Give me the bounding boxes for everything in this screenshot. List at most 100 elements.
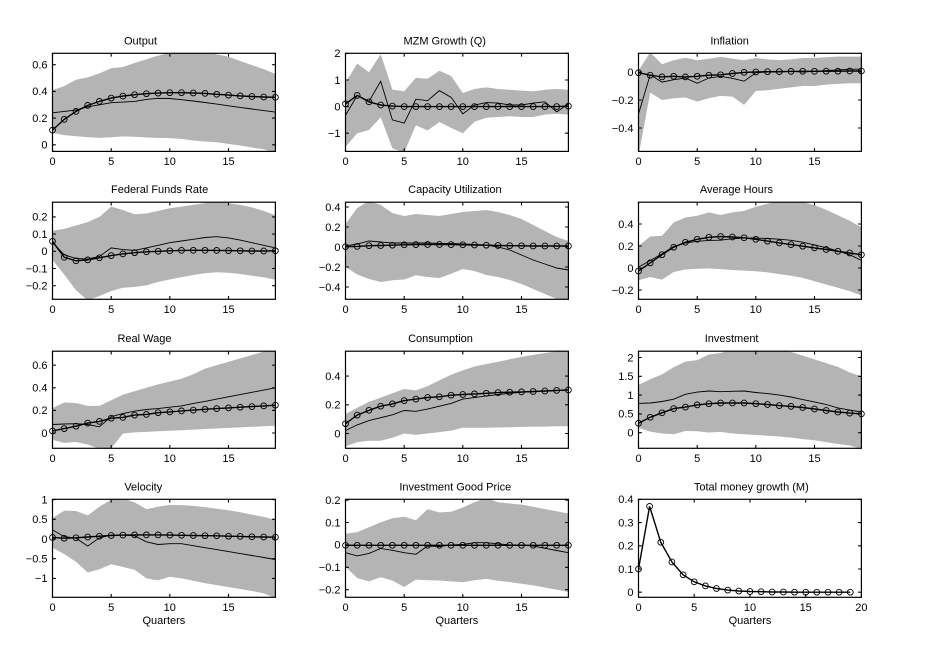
- svg-text:0.1: 0.1: [325, 517, 340, 529]
- svg-text:10: 10: [164, 304, 176, 316]
- svg-text:1: 1: [627, 390, 633, 402]
- svg-text:0: 0: [342, 453, 348, 465]
- svg-text:0.2: 0.2: [618, 541, 633, 553]
- svg-text:Quarters: Quarters: [143, 615, 186, 627]
- svg-text:0.4: 0.4: [32, 86, 47, 98]
- svg-text:10: 10: [164, 602, 176, 614]
- svg-text:Real Wage: Real Wage: [117, 333, 171, 345]
- svg-text:15: 15: [222, 156, 234, 168]
- svg-text:5: 5: [108, 453, 114, 465]
- svg-text:15: 15: [515, 602, 527, 614]
- svg-text:Output: Output: [124, 35, 157, 47]
- svg-text:Capacity Utilization: Capacity Utilization: [408, 184, 502, 196]
- svg-text:0.2: 0.2: [32, 212, 47, 224]
- svg-text:0.2: 0.2: [32, 113, 47, 125]
- svg-text:0: 0: [41, 246, 47, 258]
- svg-text:15: 15: [515, 156, 527, 168]
- svg-text:1: 1: [41, 494, 47, 506]
- svg-text:0: 0: [635, 453, 641, 465]
- svg-text:0: 0: [49, 602, 55, 614]
- svg-text:−0.2: −0.2: [319, 585, 341, 597]
- svg-text:10: 10: [750, 156, 762, 168]
- svg-text:10: 10: [750, 453, 762, 465]
- svg-text:Velocity: Velocity: [124, 481, 162, 493]
- svg-text:0: 0: [334, 101, 340, 113]
- svg-text:Total money growth (M): Total money growth (M): [694, 481, 809, 493]
- svg-text:15: 15: [800, 602, 812, 614]
- svg-text:15: 15: [808, 453, 820, 465]
- svg-text:20: 20: [855, 602, 867, 614]
- svg-text:0.1: 0.1: [618, 564, 633, 576]
- svg-text:10: 10: [457, 156, 469, 168]
- svg-text:0: 0: [627, 587, 633, 599]
- svg-text:15: 15: [515, 304, 527, 316]
- svg-text:2: 2: [334, 48, 340, 60]
- svg-text:0.4: 0.4: [618, 219, 633, 231]
- svg-text:−0.1: −0.1: [319, 562, 341, 574]
- svg-text:0: 0: [41, 140, 47, 152]
- svg-text:−1: −1: [328, 128, 341, 140]
- svg-text:0: 0: [49, 453, 55, 465]
- svg-text:1: 1: [334, 75, 340, 87]
- svg-text:5: 5: [401, 156, 407, 168]
- svg-text:0: 0: [342, 156, 348, 168]
- svg-text:0.1: 0.1: [32, 229, 47, 241]
- svg-text:15: 15: [222, 453, 234, 465]
- svg-text:10: 10: [164, 453, 176, 465]
- svg-text:10: 10: [457, 453, 469, 465]
- svg-text:0: 0: [635, 602, 641, 614]
- svg-text:10: 10: [457, 304, 469, 316]
- svg-text:Average Hours: Average Hours: [700, 184, 774, 196]
- svg-text:0: 0: [635, 304, 641, 316]
- svg-text:Consumption: Consumption: [408, 333, 473, 345]
- svg-text:0: 0: [334, 242, 340, 254]
- svg-text:15: 15: [222, 304, 234, 316]
- svg-text:−0.2: −0.2: [26, 281, 48, 293]
- svg-text:5: 5: [108, 602, 114, 614]
- svg-text:5: 5: [691, 602, 697, 614]
- svg-text:−0.1: −0.1: [26, 263, 48, 275]
- svg-text:15: 15: [808, 304, 820, 316]
- svg-text:0.2: 0.2: [325, 222, 340, 234]
- svg-text:1.5: 1.5: [618, 371, 633, 383]
- svg-text:0: 0: [41, 534, 47, 546]
- svg-text:0.5: 0.5: [618, 409, 633, 421]
- svg-text:Investment: Investment: [705, 333, 759, 345]
- svg-text:15: 15: [515, 453, 527, 465]
- svg-text:−0.2: −0.2: [612, 95, 634, 107]
- svg-text:5: 5: [401, 602, 407, 614]
- svg-text:0: 0: [334, 428, 340, 440]
- svg-text:2: 2: [627, 352, 633, 364]
- svg-text:0: 0: [41, 428, 47, 440]
- svg-text:MZM Growth (Q): MZM Growth (Q): [403, 35, 486, 47]
- svg-text:5: 5: [401, 304, 407, 316]
- svg-text:0.4: 0.4: [325, 371, 340, 383]
- svg-text:0.2: 0.2: [325, 400, 340, 412]
- svg-text:5: 5: [694, 453, 700, 465]
- svg-text:0: 0: [342, 304, 348, 316]
- svg-text:0.4: 0.4: [32, 383, 47, 395]
- svg-text:0.2: 0.2: [618, 241, 633, 253]
- svg-text:−0.2: −0.2: [612, 285, 634, 297]
- svg-text:0.4: 0.4: [618, 494, 633, 506]
- svg-text:−1: −1: [35, 573, 48, 585]
- svg-text:10: 10: [457, 602, 469, 614]
- svg-text:0.3: 0.3: [618, 517, 633, 529]
- svg-text:−0.4: −0.4: [319, 282, 341, 294]
- svg-text:−0.4: −0.4: [612, 123, 634, 135]
- svg-text:0: 0: [342, 602, 348, 614]
- svg-text:0: 0: [627, 67, 633, 79]
- svg-text:Quarters: Quarters: [729, 615, 772, 627]
- svg-text:Inflation: Inflation: [710, 35, 749, 47]
- svg-text:15: 15: [222, 602, 234, 614]
- svg-text:0: 0: [334, 540, 340, 552]
- svg-text:10: 10: [744, 602, 756, 614]
- svg-text:15: 15: [808, 156, 820, 168]
- svg-text:5: 5: [108, 156, 114, 168]
- svg-text:0.6: 0.6: [32, 60, 47, 72]
- svg-text:0.2: 0.2: [325, 495, 340, 507]
- svg-text:0.5: 0.5: [32, 514, 47, 526]
- svg-text:0.6: 0.6: [32, 360, 47, 372]
- svg-text:5: 5: [694, 156, 700, 168]
- svg-text:Federal Funds Rate: Federal Funds Rate: [111, 184, 208, 196]
